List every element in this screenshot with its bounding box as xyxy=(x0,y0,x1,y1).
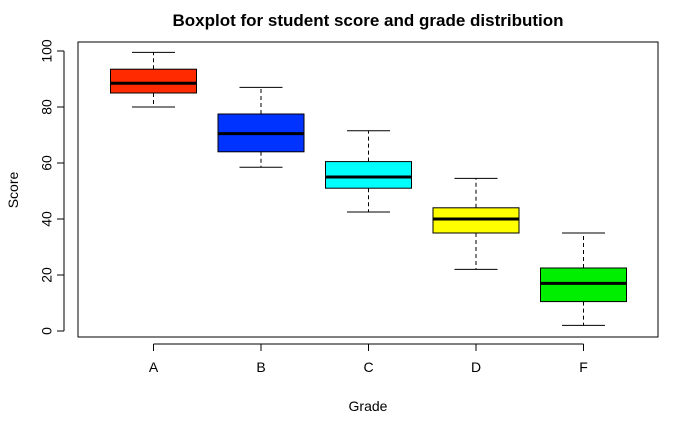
box-b xyxy=(217,86,305,168)
y-axis-label: Score xyxy=(5,172,21,209)
iqr-box xyxy=(110,68,197,94)
y-tick-label: 100 xyxy=(39,39,55,63)
x-tick-label: B xyxy=(256,359,265,375)
box-a xyxy=(110,51,197,108)
x-axis-label: Grade xyxy=(349,398,388,414)
x-tick-label: A xyxy=(149,359,159,375)
chart-title: Boxplot for student score and grade dist… xyxy=(172,11,563,30)
y-tick-label: 40 xyxy=(39,211,55,227)
y-tick-label: 0 xyxy=(39,327,55,335)
x-tick-label: C xyxy=(363,359,373,375)
boxes-group xyxy=(110,51,627,326)
box-c xyxy=(325,130,412,213)
box-d xyxy=(432,177,520,270)
y-tick-label: 20 xyxy=(39,267,55,283)
plot-frame xyxy=(77,41,659,338)
box-f xyxy=(540,232,627,326)
y-tick-label: 80 xyxy=(39,99,55,115)
iqr-box xyxy=(325,161,412,189)
x-tick-label: D xyxy=(471,359,481,375)
y-tick-label: 60 xyxy=(39,155,55,171)
y-axis: 0 20 40 60 80 100 xyxy=(39,39,65,335)
x-tick-label: F xyxy=(579,359,588,375)
